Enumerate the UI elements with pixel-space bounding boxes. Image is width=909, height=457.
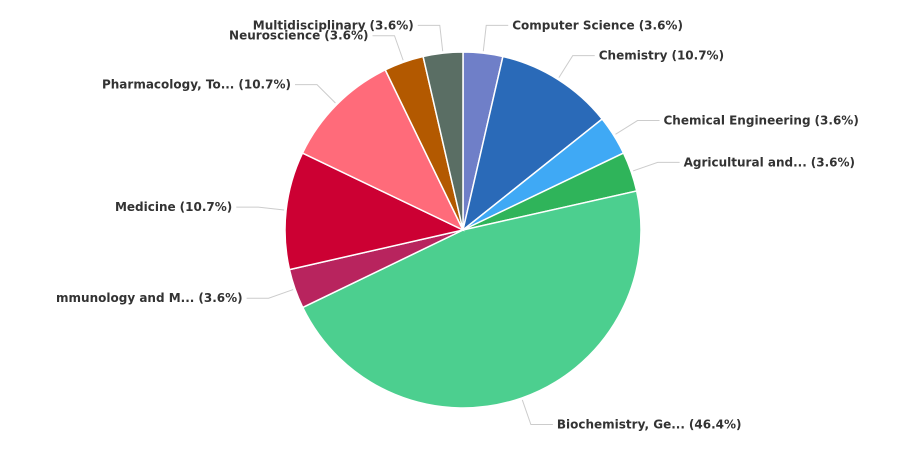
pie-slice <box>284 152 466 271</box>
slice-label: Neuroscience (3.6%) <box>229 28 368 42</box>
slice-value: (46.4%) <box>689 417 742 431</box>
slice-category: Chemistry <box>599 48 668 62</box>
slice-label: Biochemistry, Ge... (46.4%) <box>557 417 742 431</box>
slice-label: Medicine (10.7%) <box>115 200 232 214</box>
slice-category: Computer Science <box>512 18 634 32</box>
slice-category: Pharmacology, To... <box>102 77 234 91</box>
slice-value: (10.7%) <box>238 77 291 91</box>
slice-category: Neuroscience <box>229 28 320 42</box>
slice-category: Biochemistry, Ge... <box>557 417 685 431</box>
leader-line <box>558 55 595 78</box>
slice-value: (3.6%) <box>815 113 859 127</box>
slice-value: (3.6%) <box>324 28 368 42</box>
leader-line <box>372 35 404 61</box>
slice-value: (3.6%) <box>370 18 414 32</box>
slice-value: (10.7%) <box>180 200 233 214</box>
slice-value: (10.7%) <box>671 48 724 62</box>
leader-line <box>417 24 444 52</box>
pie-slice <box>461 55 604 232</box>
slice-value: (3.6%) <box>639 18 683 32</box>
slice-label: Pharmacology, To... (10.7%) <box>102 77 291 91</box>
leader-line <box>236 206 285 211</box>
leader-line <box>482 24 509 52</box>
slice-value: (3.6%) <box>811 155 855 169</box>
slice-label: Agricultural and... (3.6%) <box>684 155 855 169</box>
leader-line <box>521 399 553 425</box>
slice-label: Chemical Engineering (3.6%) <box>664 113 859 127</box>
leader-line <box>294 84 336 104</box>
leader-line <box>632 161 680 172</box>
leader-line <box>246 289 294 299</box>
pie-slice <box>301 190 642 409</box>
slice-category: Chemical Engineering <box>664 113 811 127</box>
slice-category: Medicine <box>115 200 176 214</box>
pie-slice <box>422 51 464 231</box>
slice-label: Multidisciplinary (3.6%) <box>253 18 414 32</box>
slice-category: Multidisciplinary <box>253 18 366 32</box>
slice-label: Computer Science (3.6%) <box>512 18 683 32</box>
slice-label: Chemistry (10.7%) <box>599 48 724 62</box>
slice-label: mmunology and M... (3.6%) <box>56 291 243 305</box>
slice-category: mmunology and M... <box>56 291 194 305</box>
pie-slice <box>301 68 465 232</box>
slice-value: (3.6%) <box>198 291 242 305</box>
leader-line <box>615 120 660 135</box>
slice-category: Agricultural and... <box>684 155 807 169</box>
